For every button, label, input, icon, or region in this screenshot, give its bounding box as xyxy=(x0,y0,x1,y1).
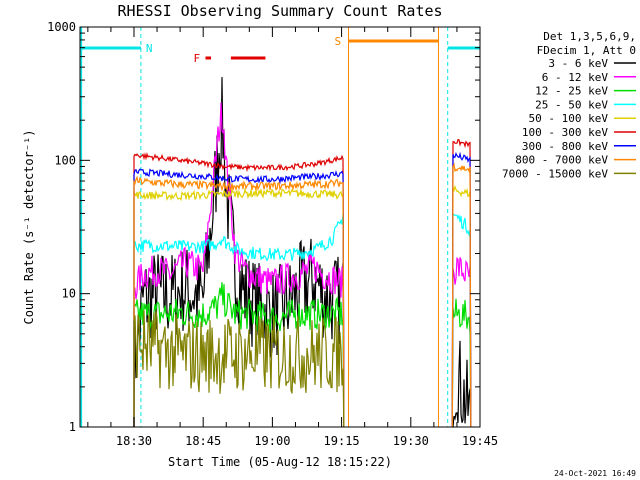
series-lines xyxy=(133,77,472,428)
series-line xyxy=(133,168,345,428)
series-line xyxy=(451,213,472,428)
x-tick-label: 19:00 xyxy=(254,434,290,448)
series-line xyxy=(451,139,472,428)
x-tick-label: 19:15 xyxy=(324,434,360,448)
series-line xyxy=(133,152,345,428)
x-tick-label: 18:30 xyxy=(116,434,152,448)
series-line xyxy=(133,282,345,428)
x-axis-label: Start Time (05-Aug-12 18:15:22) xyxy=(168,455,392,469)
legend-entry-label: 300 - 800 keV xyxy=(522,140,608,153)
legend-entry-label: 50 - 100 keV xyxy=(529,112,609,125)
series-line xyxy=(451,151,472,428)
legend-entry-label: 7000 - 15000 keV xyxy=(502,167,608,180)
legend-header-line: FDecim 1, Att 0 xyxy=(537,44,636,57)
x-tick-label: 19:30 xyxy=(393,434,429,448)
legend-entry-label: 3 - 6 keV xyxy=(548,57,608,70)
y-tick-label: 10 xyxy=(62,287,76,301)
flag-label-F: F xyxy=(193,52,200,65)
y-tick-label: 1 xyxy=(69,420,76,434)
y-tick-label: 1000 xyxy=(47,20,76,34)
y-axis-label: Count Rate (s⁻¹ detector⁻¹) xyxy=(22,129,36,324)
series-line xyxy=(133,187,345,428)
x-tick-label: 19:45 xyxy=(462,434,498,448)
footer-timestamp: 24-Oct-2021 16:49 xyxy=(554,469,636,478)
y-axis: 1 10 100 1000 xyxy=(47,20,480,434)
x-tick-label: 18:45 xyxy=(185,434,221,448)
legend-entry-label: 25 - 50 keV xyxy=(535,98,608,111)
series-line xyxy=(133,77,345,428)
legend-entry-label: 6 - 12 keV xyxy=(542,71,609,84)
series-line xyxy=(451,184,472,428)
series-line xyxy=(133,310,345,428)
series-line xyxy=(451,162,472,428)
x-axis: 18:30 18:45 19:00 19:15 19:30 19:45 xyxy=(87,27,498,448)
y-tick-label: 100 xyxy=(54,153,76,167)
series-line xyxy=(133,175,345,428)
flag-label-S: S xyxy=(335,35,342,48)
plot-frame xyxy=(79,26,481,428)
series-line xyxy=(133,102,345,428)
chart-title: RHESSI Observing Summary Count Rates xyxy=(117,2,442,20)
legend-entry-label: 100 - 300 keV xyxy=(522,126,608,139)
series-line xyxy=(452,340,472,428)
series-line xyxy=(451,257,472,428)
legend-entry-label: 800 - 7000 keV xyxy=(515,154,608,167)
series-line xyxy=(451,298,472,428)
series-line xyxy=(133,214,345,428)
flag-bars: N F S xyxy=(80,27,480,427)
legend: Det 1,3,5,6,9,FDecim 1, Att 03 - 6 keV6 … xyxy=(502,30,636,180)
legend-header-line: Det 1,3,5,6,9, xyxy=(543,30,636,43)
legend-entry-label: 12 - 25 keV xyxy=(535,85,608,98)
flag-label-N: N xyxy=(146,42,153,55)
